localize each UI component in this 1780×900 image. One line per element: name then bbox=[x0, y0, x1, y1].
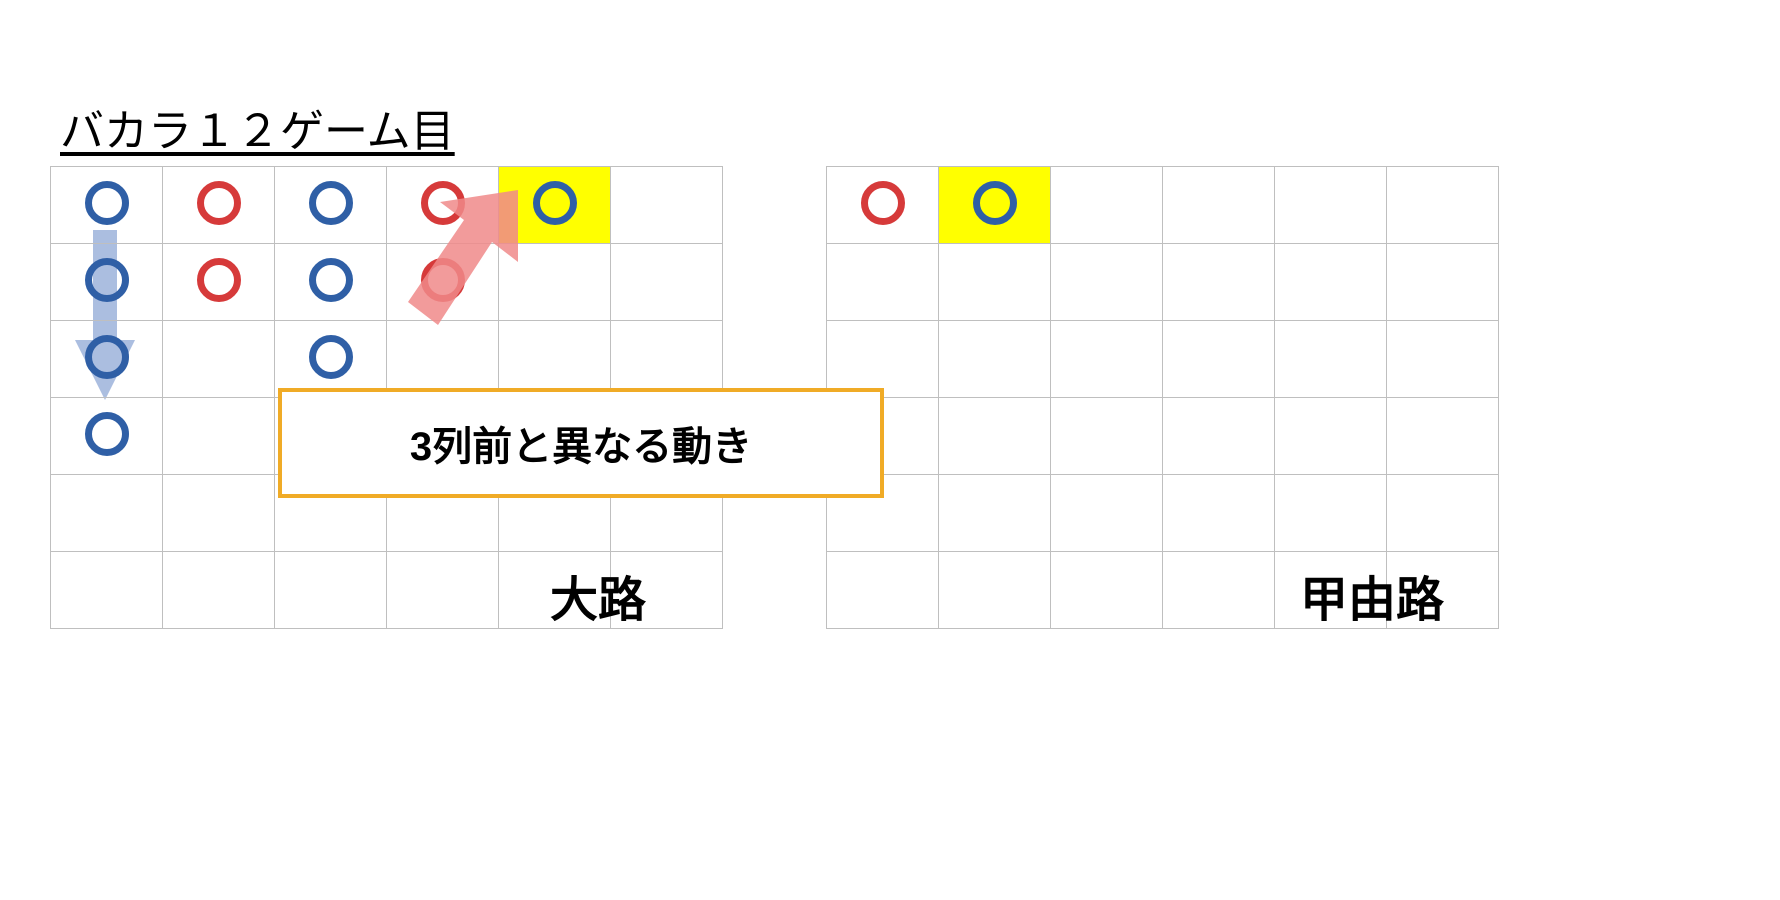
grid-cell bbox=[1051, 167, 1163, 244]
grid-cell bbox=[827, 321, 939, 398]
page-title: バカラ１２ゲーム目 bbox=[60, 95, 455, 159]
grid-cell bbox=[163, 167, 275, 244]
grid-cell bbox=[163, 398, 275, 475]
red-circle-marker bbox=[197, 258, 241, 302]
grid-cell bbox=[51, 244, 163, 321]
grid-cell bbox=[275, 321, 387, 398]
grid-cell bbox=[939, 167, 1051, 244]
grid-cell bbox=[275, 167, 387, 244]
blue-circle-marker bbox=[309, 335, 353, 379]
grid-cell bbox=[1163, 167, 1275, 244]
red-circle-marker bbox=[861, 181, 905, 225]
callout-box: 3列前と異なる動き bbox=[278, 388, 884, 498]
grid-cell bbox=[939, 398, 1051, 475]
grid-cell bbox=[1163, 475, 1275, 552]
grid-cell bbox=[499, 321, 611, 398]
grid-cell bbox=[1275, 321, 1387, 398]
grid-cell bbox=[163, 321, 275, 398]
grid-cell bbox=[1275, 167, 1387, 244]
blue-circle-marker bbox=[85, 335, 129, 379]
grid-cell bbox=[939, 552, 1051, 629]
blue-circle-marker bbox=[533, 181, 577, 225]
grid-cell bbox=[163, 552, 275, 629]
grid-cell bbox=[275, 552, 387, 629]
grid-cell bbox=[1275, 398, 1387, 475]
grid-cell bbox=[1163, 321, 1275, 398]
grid-cell bbox=[1051, 244, 1163, 321]
grid-cell bbox=[1051, 398, 1163, 475]
grid-cell bbox=[163, 475, 275, 552]
grid-cell bbox=[51, 552, 163, 629]
callout-text: 3列前と異なる動き bbox=[410, 414, 752, 472]
blue-circle-marker bbox=[85, 181, 129, 225]
grid-cell bbox=[1387, 475, 1499, 552]
blue-circle-marker bbox=[309, 258, 353, 302]
blue-circle-marker bbox=[85, 258, 129, 302]
grid-cell bbox=[611, 321, 723, 398]
grid-cell bbox=[1387, 398, 1499, 475]
grid-cell bbox=[1051, 321, 1163, 398]
grid-cell bbox=[163, 244, 275, 321]
grid-cell bbox=[51, 398, 163, 475]
blue-circle-marker bbox=[973, 181, 1017, 225]
grid-cell bbox=[1387, 167, 1499, 244]
arrow-diag-icon bbox=[408, 190, 518, 325]
grid-cell bbox=[51, 475, 163, 552]
grid-cell bbox=[1387, 244, 1499, 321]
blue-circle-marker bbox=[309, 181, 353, 225]
grid-cell bbox=[1163, 398, 1275, 475]
diagram-canvas: バカラ１２ゲーム目 3列前と異なる動き 大路 甲由路 bbox=[0, 0, 1780, 900]
grid-cell bbox=[51, 321, 163, 398]
red-circle-marker bbox=[197, 181, 241, 225]
grid-cell bbox=[1387, 321, 1499, 398]
grid-cell bbox=[1051, 475, 1163, 552]
left-grid-label: 大路 bbox=[550, 560, 646, 630]
grid-cell bbox=[275, 244, 387, 321]
grid-cell bbox=[1051, 552, 1163, 629]
grid-cell bbox=[387, 321, 499, 398]
grid-cell bbox=[1275, 475, 1387, 552]
grid-cell bbox=[827, 244, 939, 321]
grid-cell bbox=[939, 244, 1051, 321]
grid-cell bbox=[51, 167, 163, 244]
grid-cell bbox=[1163, 552, 1275, 629]
grid-cell bbox=[1163, 244, 1275, 321]
grid-cell bbox=[611, 244, 723, 321]
grid-cell bbox=[611, 167, 723, 244]
grid-cell bbox=[939, 475, 1051, 552]
grid-cell bbox=[827, 167, 939, 244]
grid-cell bbox=[1275, 244, 1387, 321]
blue-circle-marker bbox=[85, 412, 129, 456]
grid-cell bbox=[387, 552, 499, 629]
right-grid-label: 甲由路 bbox=[1300, 560, 1444, 630]
grid-cell bbox=[827, 552, 939, 629]
grid-cell bbox=[939, 321, 1051, 398]
